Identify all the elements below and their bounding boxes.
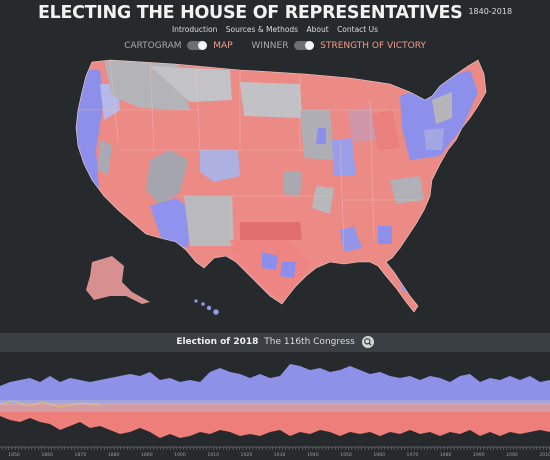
strength-of-victory-option[interactable]: STRENGTH OF VICTORY (320, 41, 426, 51)
timeline-tick-labels: 1850 1860 1870 1880 1890 1900 1910 1920 1930 1940… (8, 452, 550, 458)
timeline-tick-label: 1890 (141, 452, 153, 458)
timeline-tick-label: 1900 (174, 452, 186, 458)
nav-introduction[interactable]: Introduction (171, 25, 218, 34)
year-range: 1840-2018 (468, 7, 513, 16)
timeline-areas (0, 364, 550, 438)
us-district-map[interactable] (0, 0, 550, 333)
state-borders (78, 60, 420, 251)
timeline-tick-label: 1960 (373, 452, 385, 458)
congress-label: The 116th Congress (264, 337, 355, 347)
toggle-row: CARTOGRAM MAP WINNER STRENGTH OF VICTORY (0, 41, 550, 51)
view-toggle-group: CARTOGRAM MAP (124, 41, 233, 51)
nav-sources-methods[interactable]: Sources & Methods (225, 25, 299, 34)
view-toggle-knob (198, 41, 208, 50)
timeline-tick-label: 1950 (340, 452, 352, 458)
us-outline (75, 59, 487, 313)
map-option[interactable]: MAP (213, 41, 233, 51)
timeline-tick-label: 1920 (241, 452, 253, 458)
nav-about[interactable]: About (306, 25, 329, 34)
timeline-ticks (1, 447, 550, 450)
timeline-tick-label: 2010 (539, 452, 550, 458)
timeline-tick-label: 1850 (8, 452, 20, 458)
cartogram-option[interactable]: CARTOGRAM (124, 41, 182, 51)
timeline-tick-label: 1930 (274, 452, 286, 458)
timeline-tick-label: 2000 (506, 452, 518, 458)
election-label: Election of 2018 (176, 337, 259, 347)
page-title: ELECTING THE HOUSE OF REPRESENTATIVES (37, 3, 463, 23)
mode-toggle-knob (305, 41, 315, 50)
election-bar: Election of 2018 The 116th Congress (0, 333, 550, 352)
header: ELECTING THE HOUSE OF REPRESENTATIVES 184… (0, 3, 550, 23)
map-regions (76, 60, 486, 312)
nav-contact-us[interactable]: Contact Us (337, 25, 379, 34)
timeline-tick-label: 1910 (207, 452, 219, 458)
timeline-tick-label: 1980 (440, 452, 452, 458)
house-balance-timeline[interactable]: 1850 1860 1870 1880 1890 1900 1910 1920 1930 1940… (0, 352, 550, 460)
timeline-tick-label: 1870 (75, 452, 87, 458)
mode-toggle-group: WINNER STRENGTH OF VICTORY (252, 41, 426, 51)
mode-toggle-switch[interactable] (294, 41, 315, 50)
timeline-tick-label: 1880 (108, 452, 120, 458)
timeline-tick-label: 1970 (407, 452, 419, 458)
timeline-tick-label: 1940 (307, 452, 319, 458)
winner-option[interactable]: WINNER (251, 41, 289, 51)
timeline-tick-label: 1990 (473, 452, 485, 458)
timeline-tick-label: 1860 (41, 452, 53, 458)
hawaii-region (194, 299, 219, 315)
view-toggle-switch[interactable] (187, 41, 208, 50)
alaska-region (86, 256, 150, 304)
search-icon[interactable] (361, 335, 374, 348)
top-nav: Introduction Sources & Methods About Con… (0, 25, 550, 34)
